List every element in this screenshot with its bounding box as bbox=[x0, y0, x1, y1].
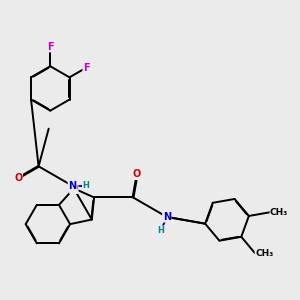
Text: F: F bbox=[47, 42, 54, 52]
Text: F: F bbox=[83, 63, 90, 73]
Text: H: H bbox=[158, 226, 164, 235]
Text: CH₃: CH₃ bbox=[255, 249, 273, 258]
Text: O: O bbox=[133, 169, 141, 179]
Text: N: N bbox=[163, 212, 171, 222]
Text: N: N bbox=[68, 181, 76, 191]
Text: CH₃: CH₃ bbox=[270, 208, 288, 217]
Text: H: H bbox=[82, 181, 89, 190]
Text: O: O bbox=[70, 183, 78, 194]
Text: O: O bbox=[14, 173, 22, 183]
